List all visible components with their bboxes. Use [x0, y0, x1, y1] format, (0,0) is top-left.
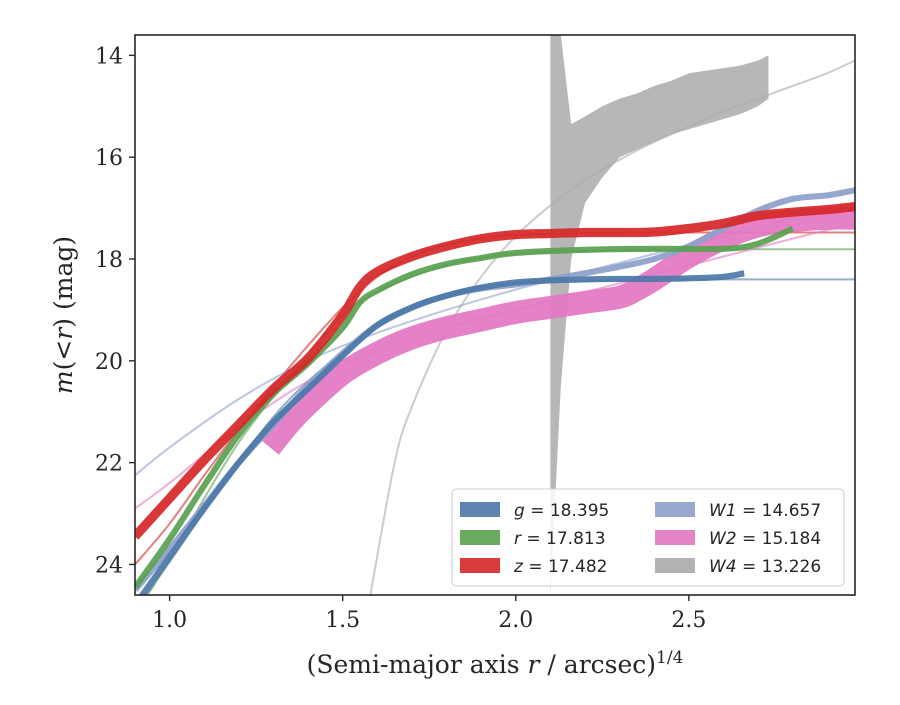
- data-bands: [135, 35, 855, 595]
- legend-box: [451, 488, 845, 587]
- data-band-r: [135, 225, 794, 590]
- y-tick-label: 20: [95, 350, 123, 375]
- y-axis-ticks: 14 16 18 20 22 24: [95, 44, 135, 578]
- legend-swatch: [460, 558, 500, 573]
- legend-label: r = 17.813: [514, 529, 606, 549]
- data-band-w2: [261, 206, 855, 455]
- y-axis-label: m(<r) (mag): [49, 236, 78, 394]
- y-tick-label: 22: [95, 452, 123, 477]
- legend-swatch: [655, 558, 695, 573]
- legend-swatch: [460, 502, 500, 517]
- x-tick-label: 2.0: [498, 608, 533, 633]
- data-band-w4: [550, 35, 769, 595]
- y-tick-label: 16: [95, 146, 123, 171]
- data-band-g: [138, 270, 745, 595]
- legend-item-w2: W2 = 15.184: [655, 529, 821, 549]
- legend-item-g: g = 18.395: [460, 501, 609, 521]
- legend-label: W4 = 13.226: [709, 557, 821, 577]
- legend-item-z: z = 17.482: [460, 557, 607, 577]
- legend-item-w1: W1 = 14.657: [655, 501, 821, 521]
- legend-item-w4: W4 = 13.226: [655, 557, 821, 577]
- legend-label: z = 17.482: [513, 557, 607, 577]
- x-tick-label: 1.5: [325, 608, 360, 633]
- model-curve-w2: [135, 222, 855, 510]
- data-band-z: [135, 202, 855, 540]
- y-tick-label: 24: [95, 553, 123, 578]
- x-axis-label: (Semi-major axis r / arcsec)1/4: [307, 648, 684, 679]
- legend-label: g = 18.395: [514, 501, 609, 521]
- y-tick-label: 14: [95, 44, 123, 69]
- x-tick-label: 1.0: [152, 608, 187, 633]
- legend: g = 18.395 r = 17.813 z = 17.482 W1 = 14.65…: [451, 488, 845, 587]
- x-axis-ticks: 1.0 1.5 2.0 2.5: [152, 595, 706, 633]
- legend-swatch: [655, 502, 695, 517]
- legend-item-r: r = 17.813: [460, 529, 606, 549]
- plot-frame: [134, 34, 856, 596]
- legend-swatch: [460, 530, 500, 545]
- x-tick-label: 2.5: [671, 608, 706, 633]
- legend-label: W2 = 15.184: [709, 529, 821, 549]
- y-tick-label: 18: [95, 248, 123, 273]
- legend-swatch: [655, 530, 695, 545]
- legend-label: W1 = 14.657: [709, 501, 821, 521]
